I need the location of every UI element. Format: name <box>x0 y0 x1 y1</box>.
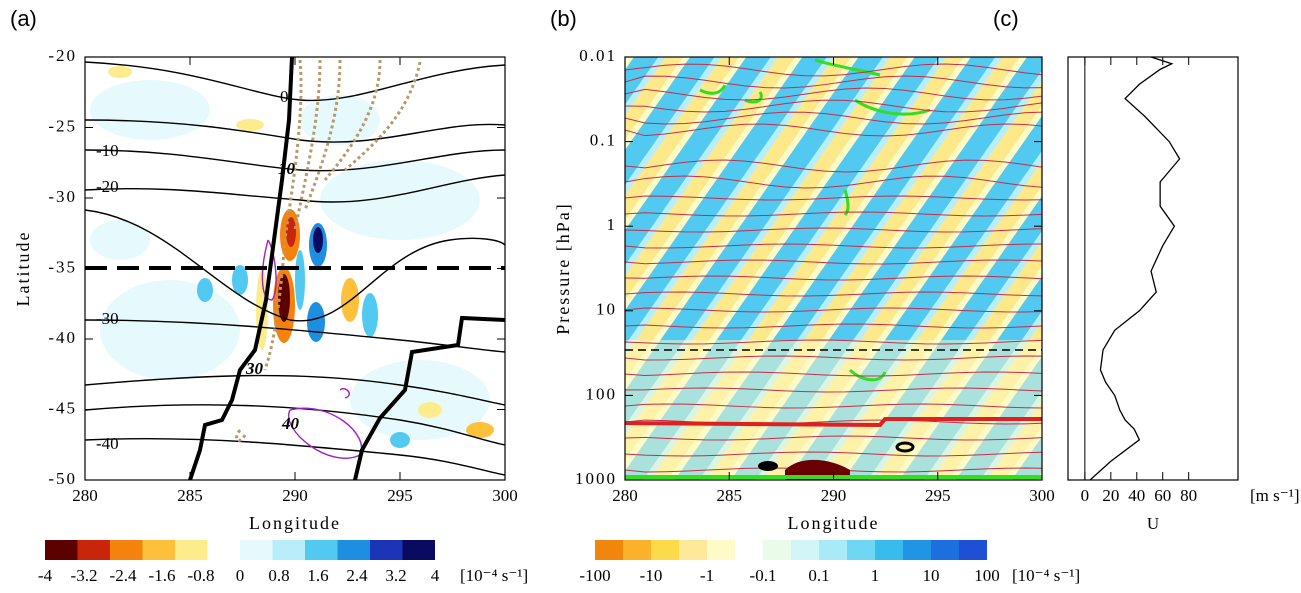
colorbar-unit: [10⁻⁴ s⁻¹] <box>460 566 528 585</box>
contour-label: -30 <box>96 309 119 328</box>
x-tick-label: 290 <box>821 486 847 505</box>
y-tick-label: 1000 <box>575 469 617 488</box>
x-axis-title: Longitude <box>788 513 880 533</box>
panel-label: (a) <box>10 6 37 31</box>
colorbar-swatch <box>875 540 903 560</box>
colorbar-swatch <box>735 540 763 560</box>
contour-label: -40 <box>96 434 119 453</box>
x-tick-label: 290 <box>282 486 308 505</box>
y-tick-label: 10 <box>596 300 617 319</box>
x-tick-label: 295 <box>387 486 413 505</box>
x-axis-unit: [m s⁻¹] <box>1250 486 1299 505</box>
contour-labels: 0 -10 -20 -30 -40 10 30 40 <box>96 87 300 453</box>
colorbar-swatch <box>337 540 370 560</box>
colorbar-tick-label: 0.8 <box>268 566 289 585</box>
x-tick-label: 285 <box>717 486 743 505</box>
x-tick-label: 300 <box>492 486 518 505</box>
panel-label: (b) <box>550 6 577 31</box>
colorbar-tick-label: -10 <box>640 566 663 585</box>
colorbar-tick-label: -3.2 <box>71 566 98 585</box>
colorbar-tick-label: 3.2 <box>385 566 406 585</box>
x-tick-label: 280 <box>612 486 638 505</box>
y-axis-title: Latitude <box>13 231 33 307</box>
colorbar-swatch <box>679 540 707 560</box>
colorbar-swatch <box>763 540 791 560</box>
colorbar-tick-label: -0.1 <box>750 566 777 585</box>
colorbar-swatch <box>651 540 679 560</box>
panel-label: (c) <box>993 6 1019 31</box>
colorbar-swatch <box>45 540 78 560</box>
x-tick-label: 280 <box>72 486 98 505</box>
x-tick-label: 0 <box>1081 486 1090 505</box>
colorbar-tick-label: 0 <box>236 566 245 585</box>
colorbar-tick-label: -1 <box>700 566 714 585</box>
colorbar-swatch <box>595 540 623 560</box>
colorbar-swatch <box>305 540 338 560</box>
colorbar-swatch <box>847 540 875 560</box>
colorbar-swatch <box>931 540 959 560</box>
contour-label: 30 <box>245 359 264 378</box>
y-tick-label: -20 <box>48 46 77 65</box>
field-a <box>85 57 505 480</box>
y-axis-title: Pressure [hPa] <box>553 202 573 334</box>
colorbar-swatch <box>77 540 110 560</box>
y-tick-label: -35 <box>48 257 77 276</box>
colorbar-tick-label: -4 <box>38 566 53 585</box>
contour-label: -20 <box>96 177 119 196</box>
x-tick-label: 20 <box>1102 486 1119 505</box>
colorbar-tick-label: -2.4 <box>110 566 137 585</box>
y-tick-label: 0.1 <box>590 131 617 150</box>
colorbar-swatch <box>959 540 987 560</box>
y-tick-label: 100 <box>586 384 618 403</box>
y-tick-label: 1 <box>607 215 618 234</box>
colorbar-tick-label: 0.1 <box>808 566 829 585</box>
x-tick-label: 40 <box>1128 486 1145 505</box>
y-tick-label: -45 <box>48 398 77 417</box>
x-tick-label: 300 <box>1029 486 1055 505</box>
colorbar-unit: [10⁻⁴ s⁻¹] <box>1012 566 1080 585</box>
x-tick-label: 285 <box>177 486 203 505</box>
colorbar-tick-label: 10 <box>923 566 940 585</box>
y-tick-label: 0.01 <box>579 46 617 65</box>
colorbar-tick-label: -100 <box>579 566 610 585</box>
colorbar-tick-label: 100 <box>974 566 1000 585</box>
contour-label: -10 <box>96 141 119 160</box>
colorbar-swatch <box>402 540 435 560</box>
field-b <box>625 57 1042 480</box>
colorbar-swatch <box>110 540 143 560</box>
x-tick-label: 80 <box>1180 486 1197 505</box>
colorbar-swatch <box>142 540 175 560</box>
colorbar-swatch <box>707 540 735 560</box>
y-tick-label: -50 <box>48 469 77 488</box>
colorbar-swatch <box>272 540 305 560</box>
colorbar-swatch <box>240 540 273 560</box>
colorbar-tick-label: -0.8 <box>188 566 215 585</box>
colorbar-tick-label: -1.6 <box>149 566 176 585</box>
x-tick-label: 60 <box>1154 486 1171 505</box>
colorbar-swatch <box>207 540 240 560</box>
y-tick-label: -25 <box>48 116 77 135</box>
colorbar-swatch <box>903 540 931 560</box>
x-tick-label: 295 <box>925 486 951 505</box>
contour-label: 10 <box>278 159 296 178</box>
colorbar-swatch <box>791 540 819 560</box>
frame-c <box>1067 56 1239 481</box>
y-tick-label: -40 <box>48 328 77 347</box>
colorbar-swatch <box>623 540 651 560</box>
colorbar-tick-label: 4 <box>431 566 440 585</box>
u-profile <box>1089 56 1181 481</box>
contour-label: 40 <box>281 414 300 433</box>
x-axis-title: Longitude <box>249 513 341 533</box>
x-axis-title: U <box>1147 514 1159 533</box>
y-tick-label: -30 <box>48 187 77 206</box>
colorbar-tick-label: 2.4 <box>346 566 368 585</box>
colorbar-tick-label: 1.6 <box>307 566 328 585</box>
colorbar-tick-label: 1 <box>871 566 880 585</box>
colorbar-swatch <box>819 540 847 560</box>
colorbar-swatch <box>175 540 208 560</box>
contour-label: 0 <box>280 87 289 106</box>
colorbar-swatch <box>370 540 403 560</box>
